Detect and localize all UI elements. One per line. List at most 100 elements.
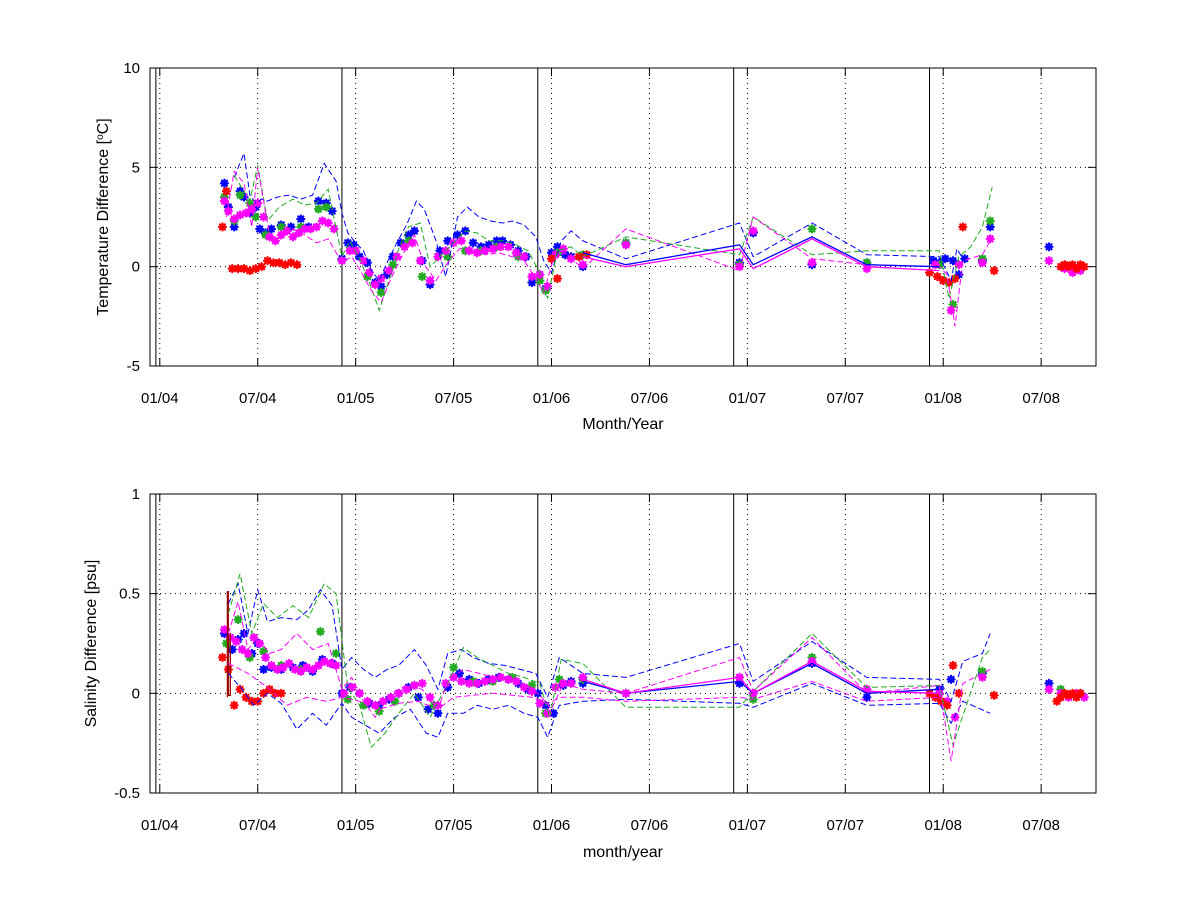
temperature-data-point bbox=[239, 192, 249, 202]
salinity-ytick-label: 0 bbox=[132, 685, 140, 702]
salinity-data-point bbox=[302, 662, 312, 673]
salinity-data bbox=[217, 573, 1089, 762]
salinity-xtick-label: 01/07 bbox=[729, 817, 767, 834]
temperature-data-point bbox=[311, 222, 322, 232]
salinity-data-point bbox=[566, 678, 576, 688]
salinity-data-point bbox=[578, 672, 588, 682]
salinity-data-point bbox=[862, 692, 872, 702]
temperature-data-point bbox=[337, 256, 347, 266]
salinity-data-point bbox=[989, 690, 999, 700]
temperature-data-point bbox=[977, 258, 988, 268]
temperature-data-point bbox=[435, 246, 445, 256]
temperature-data-point bbox=[247, 204, 257, 214]
temperature-data-point bbox=[276, 230, 286, 240]
temperature-data-point bbox=[464, 246, 474, 256]
salinity-data-point bbox=[347, 682, 357, 692]
salinity-data-point bbox=[241, 692, 251, 702]
temperature-data-point bbox=[370, 279, 380, 290]
temperature-data-point bbox=[1056, 262, 1066, 272]
salinity-ylabel: Salinity Difference [psu] bbox=[83, 560, 100, 728]
salinity-data-point bbox=[734, 678, 745, 688]
salinity-series-line bbox=[227, 673, 991, 739]
temperature-data-point bbox=[1044, 242, 1054, 252]
temperature-data-point bbox=[221, 186, 231, 196]
salinity-data-point bbox=[934, 688, 944, 698]
temperature-data-point bbox=[329, 224, 339, 234]
temperature-data-point bbox=[932, 272, 942, 282]
salinity-data-point bbox=[278, 662, 288, 673]
temperature-data-point bbox=[296, 222, 306, 232]
temperature-data-point bbox=[748, 226, 758, 236]
salinity-xtick-label: 01/04 bbox=[141, 817, 179, 834]
salinity-data-point bbox=[390, 696, 400, 706]
temperature-data-point bbox=[229, 222, 239, 232]
salinity-data-point bbox=[245, 652, 255, 663]
temperature-data-point bbox=[946, 305, 956, 315]
temperature-data-point bbox=[542, 281, 553, 292]
salinity-data-point bbox=[417, 678, 427, 688]
temperature-data-point bbox=[233, 264, 243, 274]
salinity-data-point bbox=[1067, 688, 1078, 698]
temperature-data bbox=[217, 151, 1089, 327]
temperature-data-point bbox=[376, 287, 386, 298]
salinity-data-point bbox=[378, 696, 388, 706]
salinity-data-point bbox=[443, 682, 453, 692]
salinity-xtick-label: 01/08 bbox=[924, 817, 962, 834]
temperature-data-point bbox=[456, 236, 467, 246]
temperature-data-point bbox=[452, 230, 463, 240]
temperature-data-point bbox=[985, 234, 995, 244]
temperature-data-point bbox=[415, 256, 425, 266]
salinity-data-point bbox=[331, 648, 341, 659]
salinity-data-point bbox=[1079, 692, 1089, 702]
temperature-data-point bbox=[950, 273, 960, 284]
temperature-data-point bbox=[480, 246, 490, 256]
temperature-data-point bbox=[400, 242, 410, 252]
salinity-data-point bbox=[1060, 688, 1070, 698]
temperature-data-point bbox=[321, 202, 331, 212]
temperature-data-point bbox=[513, 252, 523, 262]
salinity-data-point bbox=[319, 656, 329, 667]
temperature-data-point bbox=[245, 266, 255, 276]
salinity-data-point bbox=[554, 674, 564, 684]
temperature-data-point bbox=[938, 275, 948, 286]
temperature-data-point bbox=[257, 262, 267, 272]
temperature-xtick-label: 07/08 bbox=[1022, 390, 1060, 407]
temperature-data-point bbox=[527, 277, 537, 288]
salinity-data-point bbox=[249, 632, 259, 643]
temperature-data-point bbox=[323, 218, 333, 228]
salinity-data-point bbox=[942, 700, 952, 710]
temperature-data-point bbox=[1071, 264, 1082, 274]
temperature-xtick-label: 01/08 bbox=[924, 390, 962, 407]
salinity-data-point bbox=[535, 698, 545, 708]
salinity-data-point bbox=[542, 708, 553, 718]
temperature-data-point bbox=[928, 256, 939, 266]
temperature-data-point bbox=[396, 238, 406, 248]
salinity-series-line bbox=[227, 582, 991, 703]
salinity-ytick-label: 0.5 bbox=[119, 586, 140, 603]
salinity-data-point bbox=[239, 628, 249, 639]
salinity-data-point bbox=[413, 692, 423, 702]
salinity-data-point bbox=[343, 694, 353, 704]
salinity-data-point bbox=[488, 674, 498, 684]
temperature-data-point bbox=[241, 208, 251, 218]
temperature-data-point bbox=[251, 202, 261, 212]
salinity-xtick-label: 07/04 bbox=[239, 817, 277, 834]
temperature-data-point bbox=[288, 232, 298, 242]
salinity-data-point bbox=[977, 666, 988, 677]
salinity-data-point bbox=[315, 626, 325, 637]
temperature-data-point bbox=[503, 242, 514, 252]
salinity-xtick-label: 07/06 bbox=[631, 817, 669, 834]
temperature-data-point bbox=[286, 258, 296, 268]
temperature-data-point bbox=[484, 240, 494, 250]
temperature-data-point bbox=[253, 198, 263, 208]
salinity-data-point bbox=[454, 668, 465, 678]
temperature-data-point bbox=[235, 190, 245, 200]
salinity-series-line bbox=[227, 601, 991, 762]
temperature-data-point bbox=[944, 277, 954, 288]
salinity-data-point bbox=[523, 684, 533, 694]
temperature-data-point bbox=[1075, 266, 1085, 276]
temperature-data-point bbox=[376, 281, 386, 292]
salinity-axes-frame bbox=[149, 493, 1097, 794]
salinity-data-point bbox=[260, 652, 271, 663]
temperature-xtick-label: 01/06 bbox=[533, 390, 571, 407]
